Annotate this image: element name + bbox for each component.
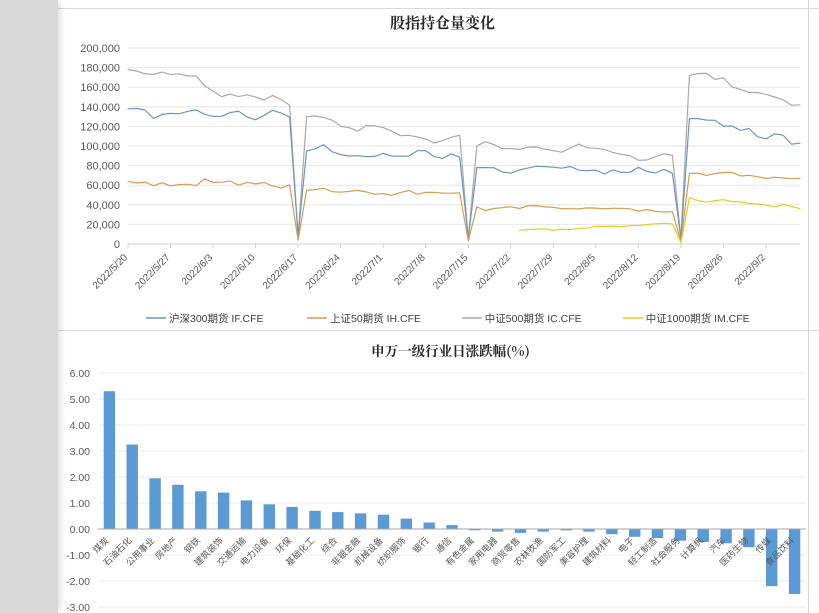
svg-text:-2.00: -2.00 xyxy=(66,576,90,588)
svg-text:2022/8/26: 2022/8/26 xyxy=(686,252,726,292)
svg-text:2022/9/2: 2022/9/2 xyxy=(733,252,769,288)
svg-text:140,000: 140,000 xyxy=(80,102,120,114)
svg-text:中证1000期货 IM.CFE: 中证1000期货 IM.CFE xyxy=(646,312,750,325)
svg-text:80,000: 80,000 xyxy=(86,161,120,173)
svg-text:5.00: 5.00 xyxy=(70,394,91,406)
svg-text:-1.00: -1.00 xyxy=(66,550,90,562)
svg-text:2022/6/17: 2022/6/17 xyxy=(261,252,301,292)
svg-text:1.00: 1.00 xyxy=(70,498,91,510)
svg-text:2022/7/22: 2022/7/22 xyxy=(474,252,514,292)
svg-text:0.00: 0.00 xyxy=(70,524,91,536)
svg-text:100,000: 100,000 xyxy=(80,141,120,153)
svg-text:0: 0 xyxy=(114,239,120,251)
svg-text:2022/6/24: 2022/6/24 xyxy=(304,252,344,292)
svg-text:60,000: 60,000 xyxy=(86,180,120,192)
svg-text:电子: 电子 xyxy=(616,535,637,556)
svg-text:2022/8/12: 2022/8/12 xyxy=(601,252,641,292)
svg-text:2022/6/3: 2022/6/3 xyxy=(180,252,216,288)
svg-text:综合: 综合 xyxy=(319,535,340,556)
svg-text:-3.00: -3.00 xyxy=(66,602,90,613)
svg-text:上证50期货 IH.CFE: 上证50期货 IH.CFE xyxy=(330,312,421,325)
svg-text:中证500期货 IC.CFE: 中证500期货 IC.CFE xyxy=(485,312,582,325)
svg-text:煤炭: 煤炭 xyxy=(90,535,111,556)
svg-text:股指持仓量变化: 股指持仓量变化 xyxy=(390,12,495,33)
svg-text:沪深300期货 IF.CFE: 沪深300期货 IF.CFE xyxy=(169,312,264,325)
svg-text:2.00: 2.00 xyxy=(70,472,91,484)
svg-text:申万一级行业日涨跌幅(%): 申万一级行业日涨跌幅(%) xyxy=(371,340,530,360)
svg-text:6.00: 6.00 xyxy=(70,368,91,380)
svg-text:2022/5/20: 2022/5/20 xyxy=(91,252,131,292)
svg-text:钢铁: 钢铁 xyxy=(182,535,203,556)
svg-text:120,000: 120,000 xyxy=(80,121,120,133)
svg-text:银行: 银行 xyxy=(410,535,431,556)
svg-text:2022/6/10: 2022/6/10 xyxy=(218,252,258,292)
svg-text:20,000: 20,000 xyxy=(86,219,120,231)
svg-text:2022/7/15: 2022/7/15 xyxy=(431,252,471,292)
svg-text:180,000: 180,000 xyxy=(80,63,120,75)
svg-text:160,000: 160,000 xyxy=(80,82,120,94)
svg-text:2022/8/5: 2022/8/5 xyxy=(563,252,599,288)
svg-text:通信: 通信 xyxy=(433,535,454,556)
svg-text:2022/5/27: 2022/5/27 xyxy=(133,252,173,292)
svg-text:环保: 环保 xyxy=(273,535,294,556)
svg-text:200,000: 200,000 xyxy=(80,43,120,55)
svg-text:2022/8/19: 2022/8/19 xyxy=(644,252,684,292)
svg-text:房地产: 房地产 xyxy=(152,535,179,562)
svg-text:2022/7/8: 2022/7/8 xyxy=(393,252,429,288)
svg-text:2022/7/29: 2022/7/29 xyxy=(516,252,556,292)
svg-text:2022/7/1: 2022/7/1 xyxy=(350,252,386,288)
svg-text:4.00: 4.00 xyxy=(70,420,91,432)
svg-text:3.00: 3.00 xyxy=(70,446,91,458)
svg-text:40,000: 40,000 xyxy=(86,200,120,212)
